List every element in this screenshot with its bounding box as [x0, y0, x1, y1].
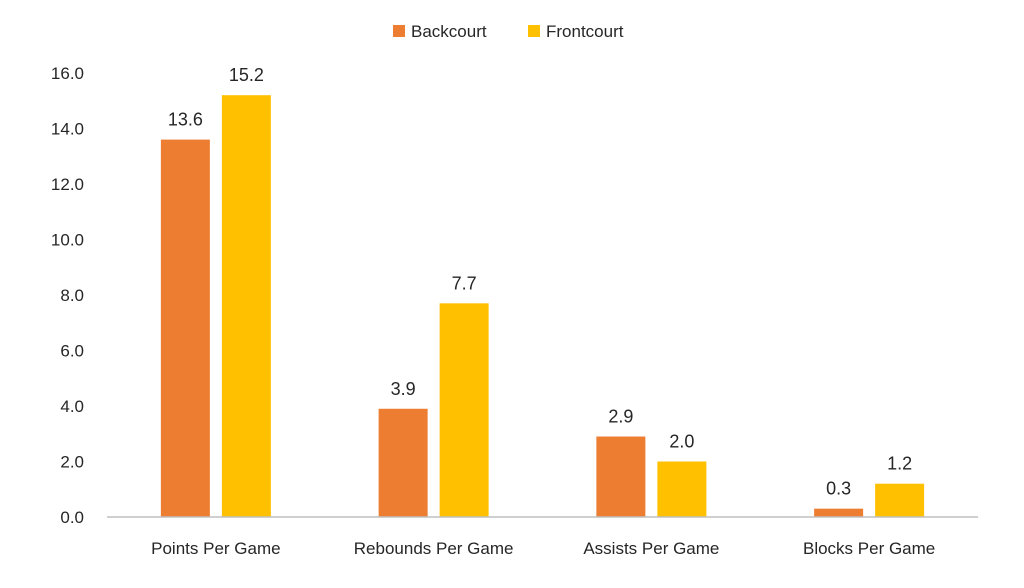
y-tick-label: 4.0 [60, 397, 84, 416]
y-tick-label: 0.0 [60, 508, 84, 527]
x-tick-label: Rebounds Per Game [354, 539, 514, 558]
bar-backcourt-0 [160, 139, 210, 517]
bar-frontcourt-0 [221, 95, 271, 517]
bar-frontcourt-3 [875, 483, 925, 517]
data-label: 2.0 [669, 432, 694, 452]
data-label: 15.2 [229, 65, 264, 85]
data-label: 7.7 [452, 273, 477, 293]
y-tick-label: 8.0 [60, 286, 84, 305]
bar-backcourt-3 [814, 508, 864, 517]
data-label: 1.2 [887, 454, 912, 474]
data-label: 13.6 [168, 110, 203, 130]
bar-backcourt-1 [378, 408, 428, 517]
legend: Backcourt Frontcourt [393, 22, 624, 41]
bars: 13.6 15.2 3.9 7.7 2.9 2.0 0.3 1.2 [160, 65, 925, 517]
y-tick-label: 14.0 [51, 120, 84, 139]
y-tick-label: 12.0 [51, 175, 84, 194]
data-label: 3.9 [391, 379, 416, 399]
x-axis: Points Per Game Rebounds Per Game Assists … [107, 516, 978, 558]
bar-frontcourt-2 [657, 461, 707, 517]
legend-swatch-backcourt [393, 25, 405, 37]
bar-backcourt-2 [596, 436, 646, 517]
legend-label-frontcourt: Frontcourt [546, 22, 624, 41]
bar-frontcourt-1 [439, 303, 489, 517]
x-tick-label: Assists Per Game [583, 539, 719, 558]
data-label: 2.9 [608, 407, 633, 427]
y-axis: 0.0 2.0 4.0 6.0 8.0 10.0 12.0 14.0 16.0 [51, 64, 84, 527]
data-label: 0.3 [826, 479, 851, 499]
legend-label-backcourt: Backcourt [411, 22, 487, 41]
x-tick-label: Points Per Game [151, 539, 280, 558]
y-tick-label: 6.0 [60, 342, 84, 361]
y-tick-label: 2.0 [60, 453, 84, 472]
x-tick-label: Blocks Per Game [803, 539, 935, 558]
y-tick-label: 10.0 [51, 231, 84, 250]
y-tick-label: 16.0 [51, 64, 84, 83]
legend-swatch-frontcourt [528, 25, 540, 37]
